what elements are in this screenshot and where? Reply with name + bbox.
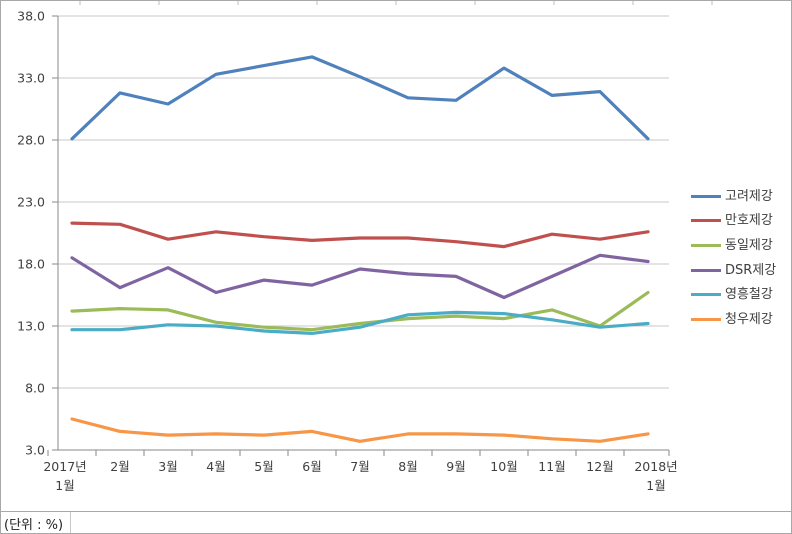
y-axis-label: 18.0 bbox=[17, 257, 45, 272]
x-axis-label: 5월 bbox=[254, 459, 273, 474]
legend-swatch-icon bbox=[691, 243, 721, 247]
x-axis-label: 7월 bbox=[350, 459, 369, 474]
empty-cell bbox=[71, 512, 791, 533]
y-axis-label: 38.0 bbox=[17, 9, 45, 24]
x-axis-label: 4월 bbox=[206, 459, 225, 474]
x-axis-label: 10월 bbox=[490, 459, 517, 474]
legend-label: 청우제강 bbox=[725, 311, 773, 327]
x-axis-label: 9월 bbox=[446, 459, 465, 474]
legend-item: DSR제강 bbox=[691, 258, 791, 283]
legend-label: 동일제강 bbox=[725, 237, 773, 253]
y-axis-label: 13.0 bbox=[17, 319, 45, 334]
x-axis-label: 3월 bbox=[158, 459, 177, 474]
x-axis-label: 2018년 bbox=[634, 459, 677, 474]
series-line-만호제강 bbox=[70, 221, 650, 249]
legend-item: 영흥철강 bbox=[691, 282, 791, 307]
legend-label: 만호제강 bbox=[725, 213, 773, 229]
legend-label: DSR제강 bbox=[725, 262, 777, 278]
series-line-영흥철강 bbox=[70, 310, 650, 335]
legend-label: 영흥철강 bbox=[725, 287, 773, 303]
legend-item: 청우제강 bbox=[691, 307, 791, 332]
legend-swatch-icon bbox=[691, 268, 721, 272]
y-axis-label: 23.0 bbox=[17, 195, 45, 210]
x-axis-label: 6월 bbox=[302, 459, 321, 474]
chart-object: 3.0 8.0 13.0 18.0 23.0 28.0 33.0 38.0 2017년 1월 2월 3… bbox=[1, 1, 791, 511]
legend-label: 고려제강 bbox=[725, 188, 773, 204]
y-axis-label: 8.0 bbox=[25, 381, 45, 396]
x-axis-label: 1월 bbox=[55, 478, 74, 493]
legend-swatch-icon bbox=[691, 293, 721, 297]
series-line-청우제강 bbox=[70, 417, 650, 443]
y-axis-label: 3.0 bbox=[25, 443, 45, 458]
x-axis-label: 8월 bbox=[398, 459, 417, 474]
unit-cell: (단위 : %) bbox=[1, 512, 71, 533]
series-line-고려제강 bbox=[70, 55, 650, 141]
y-axis-label: 33.0 bbox=[17, 71, 45, 86]
legend-swatch-icon bbox=[691, 194, 721, 198]
x-axis-label: 2월 bbox=[110, 459, 129, 474]
x-axis-label: 12월 bbox=[586, 459, 613, 474]
x-axis-label: 2017년 bbox=[43, 459, 86, 474]
x-axis-label: 11월 bbox=[538, 459, 565, 474]
y-axis-label: 28.0 bbox=[17, 133, 45, 148]
series-line-DSR제강 bbox=[70, 253, 650, 300]
legend-swatch-icon bbox=[691, 317, 721, 321]
legend-item: 만호제강 bbox=[691, 209, 791, 234]
legend-item: 고려제강 bbox=[691, 184, 791, 209]
x-axis-label: 1월 bbox=[646, 478, 665, 493]
legend-swatch-icon bbox=[691, 219, 721, 223]
unit-row: (단위 : %) bbox=[1, 511, 791, 533]
legend-item: 동일제강 bbox=[691, 233, 791, 258]
line-chart-plot: 3.0 8.0 13.0 18.0 23.0 28.0 33.0 38.0 2017년 1월 2월 3… bbox=[17, 1, 713, 493]
unit-label: (단위 : %) bbox=[4, 517, 64, 533]
series-line-동일제강 bbox=[70, 290, 650, 332]
